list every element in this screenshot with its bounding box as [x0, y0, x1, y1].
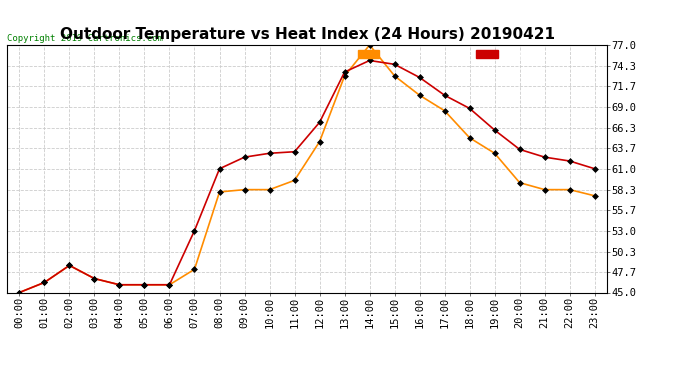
Legend: Heat Index  (°F), Temperature  (°F): Heat Index (°F), Temperature (°F): [356, 47, 602, 61]
Title: Outdoor Temperature vs Heat Index (24 Hours) 20190421: Outdoor Temperature vs Heat Index (24 Ho…: [59, 27, 555, 42]
Text: Copyright 2019 Cartronics.com: Copyright 2019 Cartronics.com: [7, 33, 163, 42]
